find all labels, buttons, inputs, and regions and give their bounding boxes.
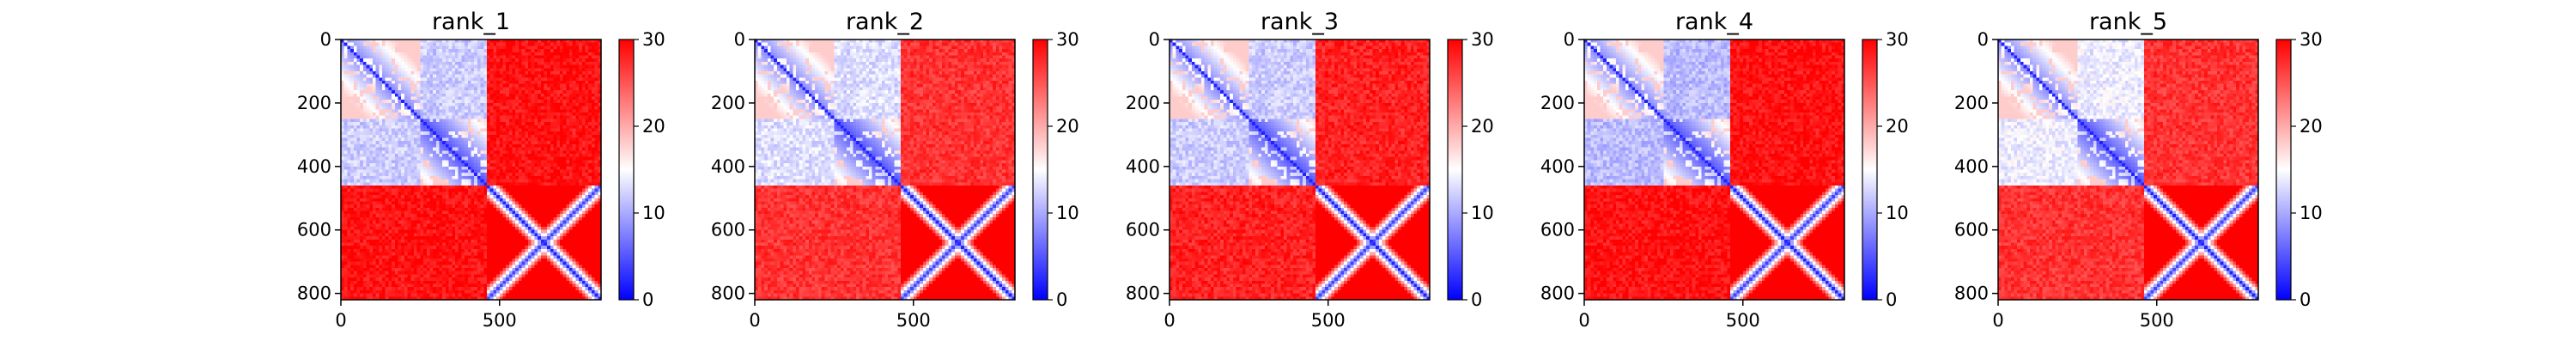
colorbar-tick-label: 30 <box>1471 29 1494 50</box>
y-tick-label: 400 <box>1540 156 1575 177</box>
axes-frame <box>1169 39 1431 301</box>
y-tick-label: 600 <box>1126 220 1160 240</box>
y-tick-label: 200 <box>711 93 745 113</box>
x-tick-label: 0 <box>749 310 760 331</box>
y-tick-label: 0 <box>1978 29 1989 50</box>
colorbar-tick-label: 20 <box>2300 116 2323 137</box>
colorbar-tick-label: 0 <box>1471 289 1482 310</box>
y-tick-label: 400 <box>1954 156 1989 177</box>
axes-frame <box>754 39 1016 301</box>
y-tick-label: 800 <box>297 283 331 304</box>
y-tick-label: 200 <box>1540 93 1575 113</box>
colorbar-tick-label: 10 <box>2300 203 2323 223</box>
axes-frame <box>340 39 602 301</box>
colorbar-tick-label: 30 <box>1056 29 1079 50</box>
x-tick-label: 500 <box>896 310 931 331</box>
y-tick-label: 600 <box>1954 220 1989 240</box>
y-tick-label: 400 <box>1126 156 1160 177</box>
y-tick-label: 400 <box>711 156 745 177</box>
colorbar-tick-label: 0 <box>1886 289 1897 310</box>
y-tick-label: 0 <box>734 29 745 50</box>
y-tick-label: 800 <box>1126 283 1160 304</box>
chart-title: rank_4 <box>1675 9 1753 35</box>
x-tick-label: 500 <box>1311 310 1346 331</box>
x-tick-label: 0 <box>335 310 346 331</box>
x-tick-label: 0 <box>1992 310 2003 331</box>
axes-frame <box>1997 39 2259 301</box>
y-tick-label: 0 <box>1149 29 1160 50</box>
chart-title: rank_1 <box>432 9 510 35</box>
y-tick-label: 600 <box>711 220 745 240</box>
heatmap-image <box>341 40 601 300</box>
colorbar-tick-label: 10 <box>1471 203 1494 223</box>
y-tick-label: 800 <box>711 283 745 304</box>
x-tick-label: 0 <box>1163 310 1175 331</box>
colorbar-tick-label: 20 <box>642 116 665 137</box>
colorbar <box>618 39 635 301</box>
y-tick-label: 400 <box>297 156 331 177</box>
chart-title: rank_5 <box>2089 9 2167 35</box>
colorbar-tick-label: 30 <box>1886 29 1909 50</box>
colorbar-tick-label: 20 <box>1886 116 1909 137</box>
colorbar-tick-label: 10 <box>642 203 665 223</box>
heatmap-image <box>1584 40 1844 300</box>
y-tick-label: 200 <box>1126 93 1160 113</box>
colorbar-tick-label: 20 <box>1471 116 1494 137</box>
y-tick-label: 0 <box>1564 29 1575 50</box>
y-tick-label: 0 <box>320 29 331 50</box>
colorbar <box>1862 39 1878 301</box>
colorbar-tick-label: 0 <box>642 289 653 310</box>
y-tick-label: 800 <box>1954 283 1989 304</box>
heatmap-image <box>1998 40 2258 300</box>
axes-frame <box>1583 39 1845 301</box>
y-tick-label: 600 <box>297 220 331 240</box>
colorbar <box>1032 39 1048 301</box>
colorbar-tick-label: 30 <box>642 29 665 50</box>
x-tick-label: 500 <box>483 310 517 331</box>
colorbar-tick-label: 0 <box>2300 289 2311 310</box>
colorbar-tick-label: 10 <box>1056 203 1079 223</box>
chart-title: rank_3 <box>1261 9 1339 35</box>
colorbar-tick-label: 10 <box>1886 203 1909 223</box>
colorbar-tick-label: 20 <box>1056 116 1079 137</box>
chart-title: rank_2 <box>846 9 924 35</box>
colorbar-tick-label: 0 <box>1056 289 1067 310</box>
y-tick-label: 600 <box>1540 220 1575 240</box>
y-tick-label: 200 <box>297 93 331 113</box>
y-tick-label: 200 <box>1954 93 1989 113</box>
colorbar <box>1447 39 1463 301</box>
y-tick-label: 800 <box>1540 283 1575 304</box>
x-tick-label: 0 <box>1578 310 1589 331</box>
x-tick-label: 500 <box>2140 310 2174 331</box>
colorbar-tick-label: 30 <box>2300 29 2323 50</box>
x-tick-label: 500 <box>1726 310 1760 331</box>
heatmap-image <box>755 40 1015 300</box>
colorbar <box>2275 39 2292 301</box>
heatmap-image <box>1170 40 1430 300</box>
